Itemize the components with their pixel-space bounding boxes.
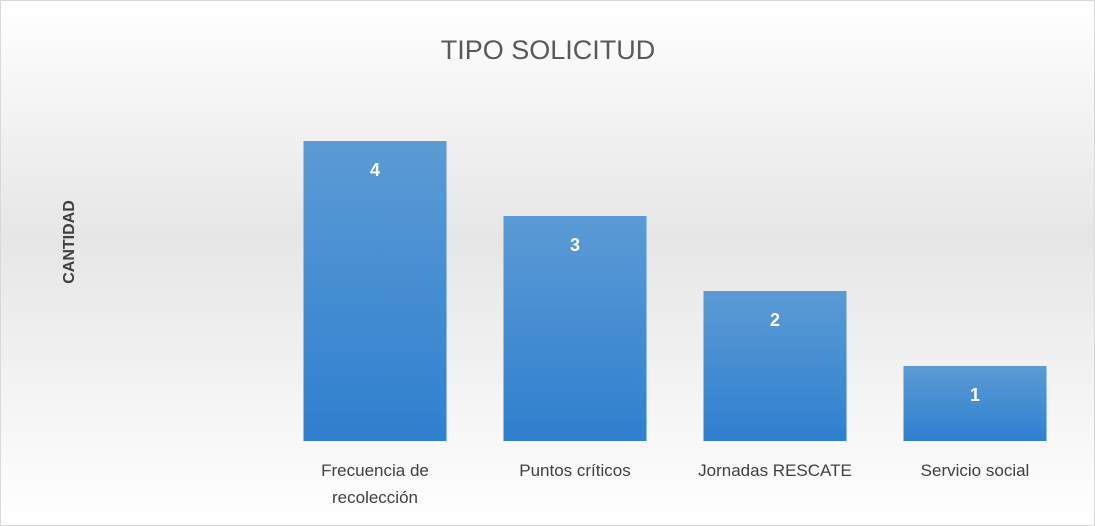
bar [703, 291, 847, 441]
y-axis-label: CANTIDAD [61, 200, 78, 284]
chart-title: TIPO SOLICITUD [441, 35, 656, 65]
data-label: 4 [370, 160, 380, 180]
x-tick-label: Jornadas RESCATE [698, 461, 852, 480]
data-label: 2 [770, 310, 780, 330]
bar [303, 141, 447, 441]
bar [903, 366, 1047, 441]
data-label: 3 [570, 235, 580, 255]
x-tick-label: Frecuencia de recolección [321, 461, 429, 507]
x-tick-label: Puntos críticos [519, 461, 631, 480]
data-label: 1 [970, 385, 980, 405]
bar [503, 216, 647, 441]
x-tick-label: Servicio social [920, 461, 1030, 480]
